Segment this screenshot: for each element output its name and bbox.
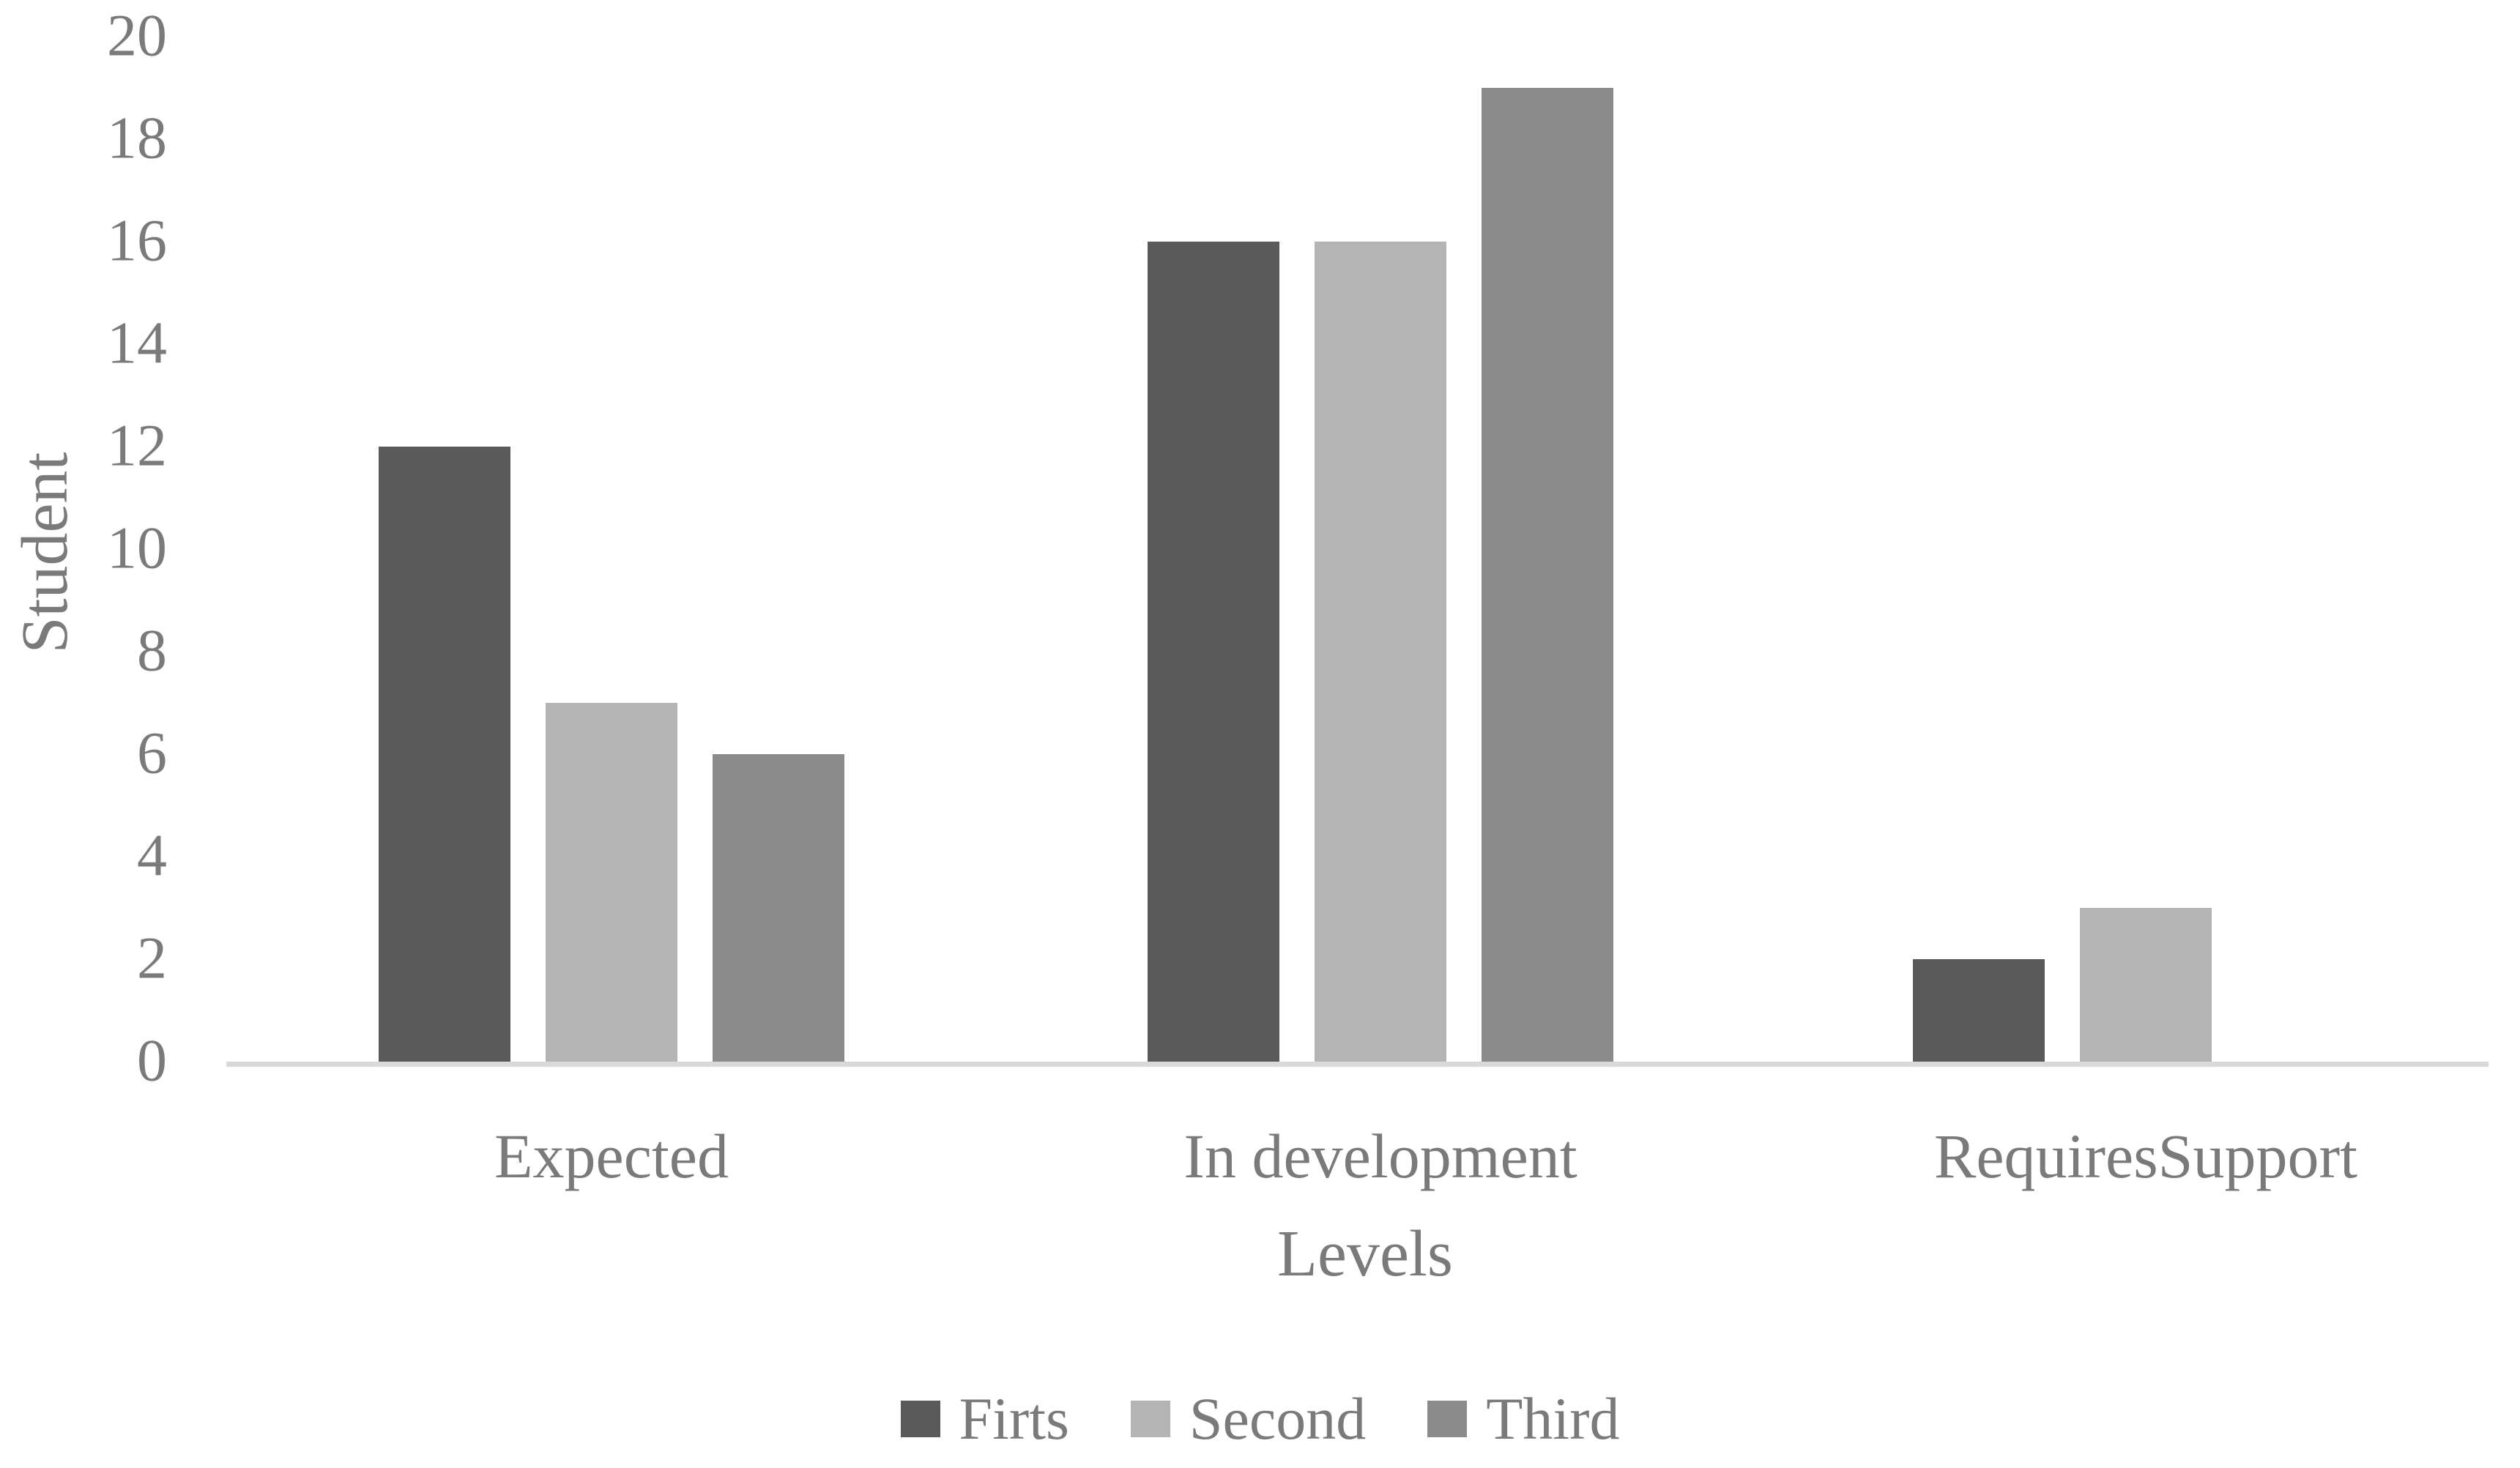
x-axis-line [226, 1062, 2489, 1067]
y-tick-label-8: 8 [137, 616, 167, 684]
legend-swatch-second [1130, 1401, 1170, 1437]
legend-label-third: Third [1486, 1385, 1620, 1452]
y-tick-label-16: 16 [107, 206, 167, 274]
legend-label-firts: Firts [959, 1385, 1069, 1452]
legend-swatch-firts [900, 1401, 940, 1437]
bar-third-expected [713, 754, 844, 1062]
y-tick-label-2: 2 [137, 924, 167, 991]
y-tick-label-4: 4 [137, 821, 167, 889]
y-tick-label-20: 20 [107, 1, 167, 69]
legend-item-second: Second [1130, 1385, 1367, 1452]
y-tick-label-14: 14 [107, 309, 167, 376]
bar-firts-expected [379, 447, 510, 1062]
y-tick-label-6: 6 [137, 719, 167, 786]
y-tick-label-10: 10 [107, 514, 167, 581]
y-tick-label-0: 0 [137, 1027, 167, 1094]
legend-item-third: Third [1427, 1389, 1619, 1449]
bar-firts-requiressupport [1913, 959, 2045, 1062]
legend: Firts Second Third [900, 1385, 1619, 1452]
x-category-label-requiressupport: RequiresSupport [1933, 1121, 2358, 1191]
bar-second-expected [546, 703, 677, 1062]
legend-label-second: Second [1189, 1385, 1367, 1452]
x-category-label-expected: Expected [494, 1121, 729, 1191]
x-category-label-in-development: In development [1183, 1121, 1577, 1191]
y-axis-title: Student [9, 452, 81, 654]
plot-area [228, 37, 2486, 1062]
x-axis-title: Levels [1277, 1218, 1453, 1290]
bar-second-requiressupport [2080, 908, 2212, 1062]
bar-firts-in-development [1148, 242, 1279, 1062]
legend-item-firts: Firts [900, 1385, 1069, 1452]
bar-third-in-development [1482, 88, 1613, 1062]
y-tick-label-12: 12 [107, 411, 167, 479]
y-tick-label-18: 18 [107, 104, 167, 171]
bar-second-in-development [1315, 242, 1446, 1062]
legend-swatch-third [1427, 1401, 1468, 1437]
